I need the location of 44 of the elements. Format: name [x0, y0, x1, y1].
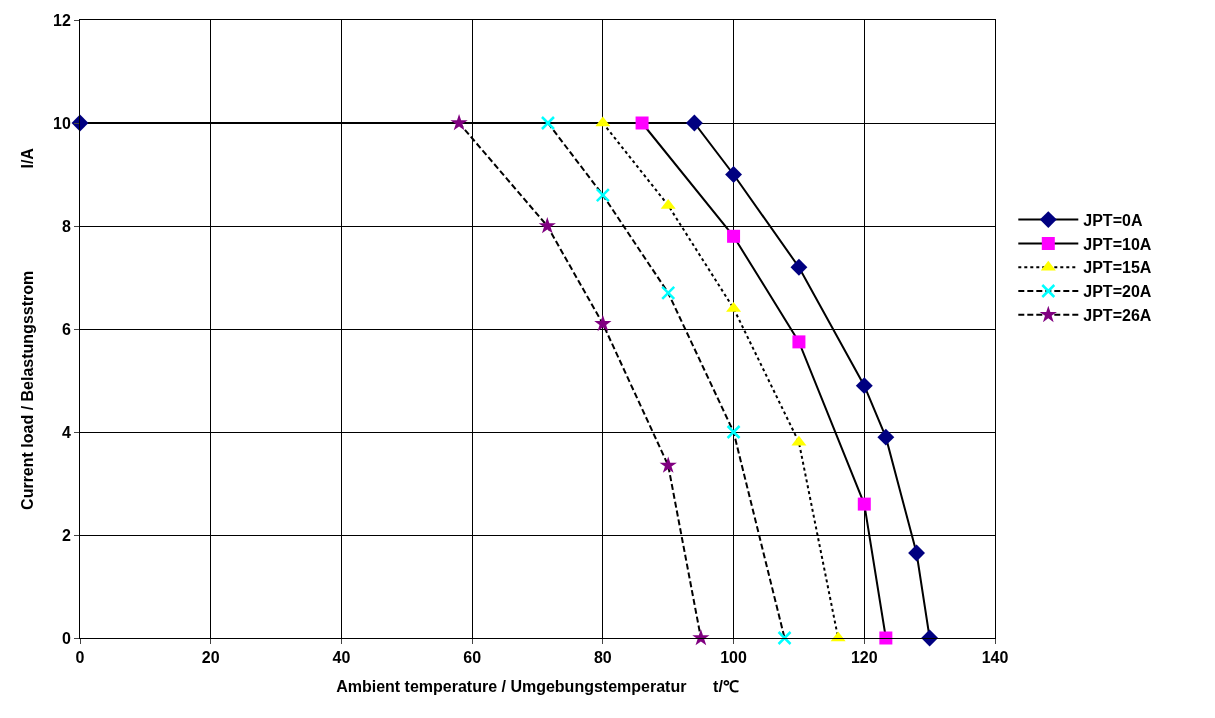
y-tick-label: 8: [61, 217, 71, 235]
point: [855, 377, 873, 395]
point: [777, 630, 792, 646]
point: [595, 187, 611, 203]
y-tick-label: 4: [61, 423, 71, 441]
point: [857, 497, 871, 511]
y-tick-label: 2: [61, 526, 71, 544]
point: [877, 428, 895, 446]
legend-label: JPT=15A: [1083, 259, 1152, 277]
x-axis-title: Ambient temperature / Umgebungstemperatur t/℃: [336, 677, 739, 695]
x-tick-label: 140: [981, 649, 1009, 667]
x-tick-label: 60: [463, 649, 482, 667]
x-tick-label: 40: [332, 649, 351, 667]
x-tick-label: 120: [850, 649, 878, 667]
y-tick-label: 0: [61, 629, 71, 647]
point: [538, 216, 556, 234]
legend-label: JPT=10A: [1083, 235, 1152, 253]
y-tick-label: 10: [53, 114, 71, 132]
point: [659, 456, 677, 473]
point: [790, 258, 808, 276]
legend-label: JPT=26A: [1083, 307, 1152, 325]
x-tick-label: 20: [201, 649, 220, 667]
x-tick-label: 100: [720, 649, 748, 667]
point: [635, 116, 649, 130]
point: [692, 628, 710, 646]
point: [594, 314, 612, 332]
point: [792, 335, 806, 349]
y-axis-title: Current load / Belastungsstrom I/A: [18, 147, 36, 510]
point: [908, 544, 926, 562]
legend-label: JPT=20A: [1083, 283, 1152, 301]
point: [879, 631, 893, 645]
legend-label: JPT=0A: [1083, 211, 1143, 229]
y-tick-label: 12: [53, 11, 71, 29]
x-tick-label: 0: [75, 649, 85, 667]
point: [685, 114, 703, 132]
point: [725, 166, 743, 183]
point: [921, 629, 939, 647]
y-tick-label: 6: [61, 320, 71, 338]
point: [660, 285, 676, 301]
point: [726, 424, 741, 440]
point: [727, 229, 741, 243]
x-tick-label: 80: [593, 649, 612, 667]
point: [540, 115, 556, 131]
point: [450, 113, 468, 131]
